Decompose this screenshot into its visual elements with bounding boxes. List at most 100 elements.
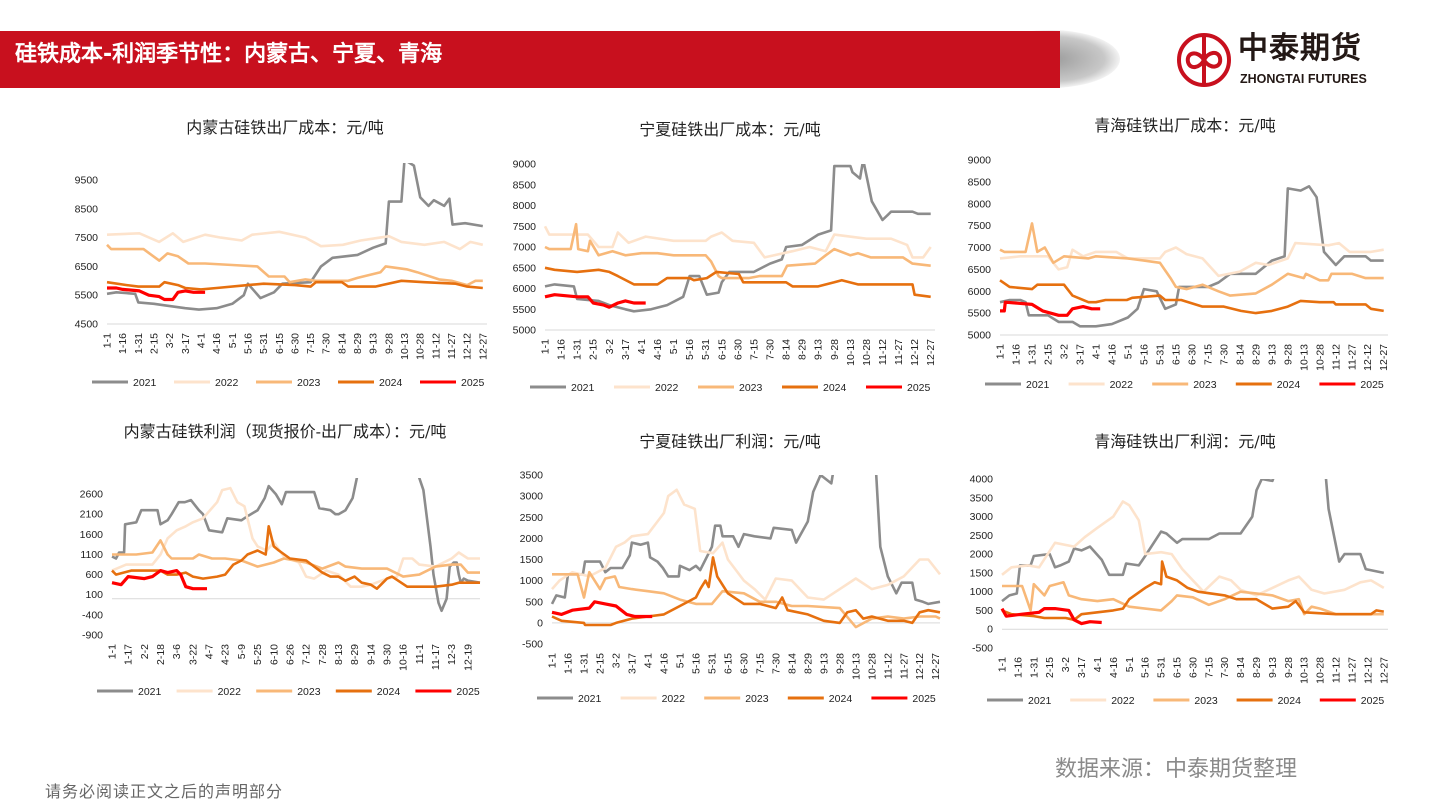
x-tick-label: 6-15 bbox=[1171, 657, 1183, 678]
y-tick-label: 8500 bbox=[513, 179, 537, 191]
x-tick-label: 6-30 bbox=[289, 333, 301, 354]
logo-text-en: ZHONGTAI FUTURES bbox=[1240, 72, 1367, 86]
y-tick-label: 2600 bbox=[80, 489, 104, 501]
x-tick-label: 1-31 bbox=[1026, 344, 1038, 365]
y-tick-label: 6500 bbox=[968, 264, 992, 276]
y-tick-label: 9000 bbox=[968, 155, 992, 167]
x-tick-label: 8-14 bbox=[781, 339, 793, 360]
y-tick-label: 5000 bbox=[968, 330, 992, 342]
x-tick-label: 6-30 bbox=[738, 653, 750, 674]
y-tick-label: 6000 bbox=[513, 283, 537, 295]
x-tick-label: 4-1 bbox=[195, 333, 207, 348]
series-line-2023 bbox=[1002, 581, 1384, 616]
x-tick-label: 9-13 bbox=[813, 339, 825, 360]
x-tick-label: 7-28 bbox=[317, 644, 329, 665]
legend: 2021 2022 2023 2024 2025 bbox=[537, 693, 936, 705]
x-tick-label: 4-1 bbox=[636, 339, 648, 354]
series-line-2023 bbox=[112, 539, 480, 578]
y-tick-label: 1500 bbox=[970, 567, 994, 579]
x-tick-label: 9-13 bbox=[1267, 657, 1279, 678]
x-tick-label: 3-17 bbox=[180, 333, 192, 354]
x-tick-label: 9-13 bbox=[368, 333, 380, 354]
x-tick-label: 12-27 bbox=[925, 339, 937, 366]
x-tick-label: 5-16 bbox=[684, 339, 696, 360]
legend-label-2022: 2022 bbox=[215, 377, 239, 389]
x-tick-label: 5-31 bbox=[706, 653, 718, 674]
x-tick-label: 8-29 bbox=[1250, 344, 1262, 365]
y-tick-label: 5500 bbox=[968, 308, 992, 320]
x-tick-label: 9-28 bbox=[1282, 344, 1294, 365]
y-tick-label: 500 bbox=[525, 596, 543, 608]
chart-title-im-cost: 内蒙古硅铁出厂成本：元/吨 bbox=[186, 118, 384, 137]
y-tick-label: 8000 bbox=[968, 198, 992, 210]
x-tick-label: 4-23 bbox=[220, 644, 232, 665]
x-tick-label: 1-1 bbox=[107, 644, 119, 659]
x-tick-label: 11-27 bbox=[1346, 344, 1358, 370]
y-tick-label: 4000 bbox=[970, 474, 994, 486]
x-tick-label: 7-30 bbox=[321, 333, 333, 354]
y-tick-label: 600 bbox=[85, 569, 103, 581]
x-tick-label: 7-15 bbox=[1203, 657, 1215, 678]
x-tick-label: 8-14 bbox=[336, 333, 348, 354]
y-tick-label: 8500 bbox=[75, 203, 99, 215]
legend: 2021 2022 2023 2024 2025 bbox=[97, 686, 480, 698]
disclaimer: 请务必阅读正文之后的声明部分 bbox=[45, 782, 284, 801]
logo-text-cn: 中泰期货 bbox=[1238, 31, 1362, 66]
y-tick-label: 5000 bbox=[513, 325, 537, 337]
x-tick-label: 3-17 bbox=[1074, 344, 1086, 365]
x-tick-label: 11-27 bbox=[893, 339, 905, 365]
x-tick-label: 1-1 bbox=[102, 333, 114, 348]
x-tick-label: 5-1 bbox=[674, 653, 686, 668]
chart-nx-cost: 5000 5500 6000 6500 7000 7500 8000 8500 9000 1-1 1… bbox=[513, 159, 938, 395]
legend-label-2024: 2024 bbox=[829, 693, 853, 705]
x-tick-label: 5-31 bbox=[1154, 344, 1166, 365]
x-tick-label: 10-16 bbox=[398, 644, 410, 671]
x-tick-label: 1-1 bbox=[547, 653, 559, 668]
x-tick-label: 11-1 bbox=[414, 644, 426, 664]
y-tick-label: -500 bbox=[522, 639, 543, 651]
series-line-2025 bbox=[107, 286, 206, 302]
y-tick-label: 4500 bbox=[75, 319, 99, 331]
legend-label-2022: 2022 bbox=[218, 686, 242, 698]
series-line-2021 bbox=[106, 163, 484, 311]
series-line-2024 bbox=[544, 266, 931, 299]
chart-im-cost: 4500 5500 6500 7500 8500 9500 1-1 1-16 1-31 2-15 3… bbox=[75, 163, 489, 389]
x-tick-label: 10-13 bbox=[399, 333, 411, 360]
x-tick-label: 11-12 bbox=[1331, 657, 1343, 683]
legend: 2021 2022 2023 2024 2025 bbox=[985, 379, 1384, 391]
x-tick-label: 1-16 bbox=[117, 333, 129, 354]
x-tick-label: 9-28 bbox=[834, 653, 846, 674]
chart-nx-profit: -500 0 500 1000 1500 2000 2500 3000 3500 1-1 1-16 1… bbox=[520, 470, 943, 706]
y-tick-label: 3500 bbox=[970, 492, 994, 504]
legend-label-2025: 2025 bbox=[456, 686, 480, 698]
series-line-2025 bbox=[1000, 607, 1102, 626]
x-tick-label: 4-16 bbox=[652, 339, 664, 360]
y-tick-label: 1100 bbox=[80, 549, 103, 561]
x-tick-label: 7-15 bbox=[1202, 344, 1214, 365]
y-tick-label: 9000 bbox=[513, 159, 537, 171]
x-tick-label: 10-28 bbox=[866, 653, 878, 680]
x-tick-label: 2-2 bbox=[139, 644, 151, 659]
x-tick-label: 7-15 bbox=[754, 653, 766, 674]
data-source: 数据来源：中泰期货整理 bbox=[1055, 757, 1298, 782]
x-tick-label: 11-27 bbox=[446, 333, 458, 359]
x-tick-label: 4-7 bbox=[204, 644, 216, 659]
series-line-2021 bbox=[1001, 479, 1385, 603]
series-line-2022 bbox=[111, 486, 480, 588]
x-tick-label: 11-12 bbox=[430, 333, 442, 359]
x-tick-label: 9-30 bbox=[381, 644, 393, 665]
chart-title-nx-cost: 宁夏硅铁出厂成本：元/吨 bbox=[639, 120, 821, 139]
x-tick-label: 12-12 bbox=[1362, 657, 1374, 684]
x-tick-label: 11-17 bbox=[430, 644, 442, 670]
x-tick-label: 6-26 bbox=[284, 644, 296, 665]
x-tick-label: 2-18 bbox=[155, 644, 167, 665]
series-line-2022 bbox=[999, 241, 1384, 278]
x-tick-label: 3-6 bbox=[171, 644, 183, 659]
legend-label-2022: 2022 bbox=[1111, 695, 1135, 707]
x-tick-label: 5-9 bbox=[236, 644, 248, 659]
y-tick-label: 8000 bbox=[513, 200, 537, 212]
x-tick-label: 7-12 bbox=[301, 644, 313, 665]
x-tick-label: 6-30 bbox=[1187, 657, 1199, 678]
series-line-2024 bbox=[999, 279, 1384, 315]
